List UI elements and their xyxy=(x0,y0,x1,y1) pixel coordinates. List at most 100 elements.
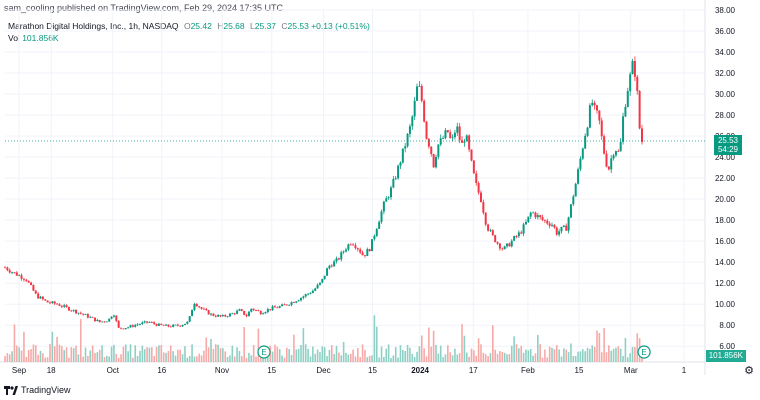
volume-bar xyxy=(525,349,527,362)
candle-body xyxy=(600,120,603,137)
volume-bar xyxy=(411,353,414,362)
volume-bar xyxy=(155,346,158,362)
candle-body xyxy=(532,212,535,214)
volume-bar xyxy=(558,349,560,362)
volume-bar xyxy=(49,344,51,362)
volume-bar xyxy=(96,352,99,362)
volume-bar xyxy=(290,354,293,362)
x-tick-label: Feb xyxy=(521,366,535,375)
volume-bar xyxy=(224,351,227,362)
volume-bar xyxy=(72,348,75,362)
volume-bar xyxy=(219,348,222,362)
volume-bar xyxy=(373,315,376,362)
candle-body xyxy=(335,258,338,262)
earnings-e-icon[interactable]: E xyxy=(257,345,271,359)
volume-bar xyxy=(449,352,451,362)
volume-bar xyxy=(506,354,508,362)
volume-bar xyxy=(439,345,442,362)
volume-bar xyxy=(428,327,430,362)
candle-body xyxy=(295,301,298,303)
candle-body xyxy=(150,322,153,323)
volume-bar xyxy=(103,357,106,362)
gear-icon[interactable]: ⚙ xyxy=(744,365,754,377)
earnings-e-icon[interactable]: E xyxy=(637,345,651,359)
volume-bar xyxy=(283,357,286,362)
high-label: H xyxy=(217,21,224,31)
candle-body xyxy=(382,201,385,212)
candle-body xyxy=(498,243,501,249)
candle-body xyxy=(342,251,345,253)
candle-body xyxy=(205,308,208,311)
volume-bar xyxy=(577,351,579,362)
symbol-name: Marathon Digital Holdings, Inc., 1h, NAS… xyxy=(8,21,179,31)
candle-body xyxy=(89,316,92,318)
x-tick-label: Sep xyxy=(12,366,27,375)
volume-bar xyxy=(181,354,184,362)
volume-bar xyxy=(200,355,203,362)
volume-bar xyxy=(416,351,418,362)
volume-label: Vol xyxy=(8,33,20,43)
candle-body xyxy=(636,76,639,92)
candle-body xyxy=(300,297,303,301)
candle-body xyxy=(622,116,625,142)
candle-body xyxy=(233,313,236,315)
candle-body xyxy=(489,230,492,231)
volume-bar xyxy=(302,328,305,362)
candle-body xyxy=(172,324,175,327)
volume-bar xyxy=(513,336,515,362)
candle-body xyxy=(456,126,459,133)
last-price-value: 25.53 xyxy=(717,136,739,146)
y-tick-label: 10.00 xyxy=(715,300,736,309)
volume-bar xyxy=(518,348,520,362)
volume-bar xyxy=(390,357,392,362)
volume-bar xyxy=(378,357,380,362)
candle-body xyxy=(51,301,54,304)
volume-bar xyxy=(357,347,359,362)
candle-body xyxy=(15,272,18,276)
volume-bar xyxy=(534,353,537,362)
candle-body xyxy=(491,230,494,236)
candle-body xyxy=(79,312,82,314)
volume-bar xyxy=(108,356,110,362)
volume-bar xyxy=(184,346,186,362)
volume-bar xyxy=(345,352,347,362)
candle-body xyxy=(588,105,591,128)
candle-body xyxy=(375,228,378,236)
volume-bar xyxy=(307,348,309,362)
candle-body xyxy=(453,132,456,138)
candle-body xyxy=(340,252,343,260)
candle-body xyxy=(394,178,397,180)
volume-bar xyxy=(368,355,371,362)
candle-body xyxy=(555,227,558,235)
x-tick-label: 15 xyxy=(267,366,276,375)
candle-body xyxy=(359,249,362,253)
candle-body xyxy=(44,299,47,301)
candle-body xyxy=(93,317,96,322)
volume-bar xyxy=(451,355,454,362)
volume-bar xyxy=(634,347,636,362)
candle-body xyxy=(330,265,333,267)
footer[interactable]: TradingView xyxy=(4,385,71,395)
candle-body xyxy=(136,324,139,326)
candle-body xyxy=(569,204,572,218)
candle-body xyxy=(22,278,25,280)
x-tick-label: Mar xyxy=(624,366,638,375)
candle-body xyxy=(442,138,445,140)
candle-body xyxy=(389,187,392,198)
candle-body xyxy=(349,244,352,246)
volume-bar xyxy=(79,318,82,362)
volume-value: 101.856K xyxy=(22,33,59,43)
volume-bar xyxy=(527,350,530,362)
volume-bar xyxy=(544,349,546,362)
volume-bar xyxy=(134,345,137,362)
change-value: +0.13 (+0.51%) xyxy=(311,21,370,31)
volume-bar xyxy=(354,356,357,362)
candle-body xyxy=(65,305,68,307)
candle-body xyxy=(72,309,75,311)
volume-bar xyxy=(89,350,92,362)
candle-body xyxy=(200,307,203,309)
volume-bar xyxy=(217,344,219,362)
publisher-line: sam_cooling published on TradingView.com… xyxy=(4,3,284,13)
candle-body xyxy=(108,318,111,322)
